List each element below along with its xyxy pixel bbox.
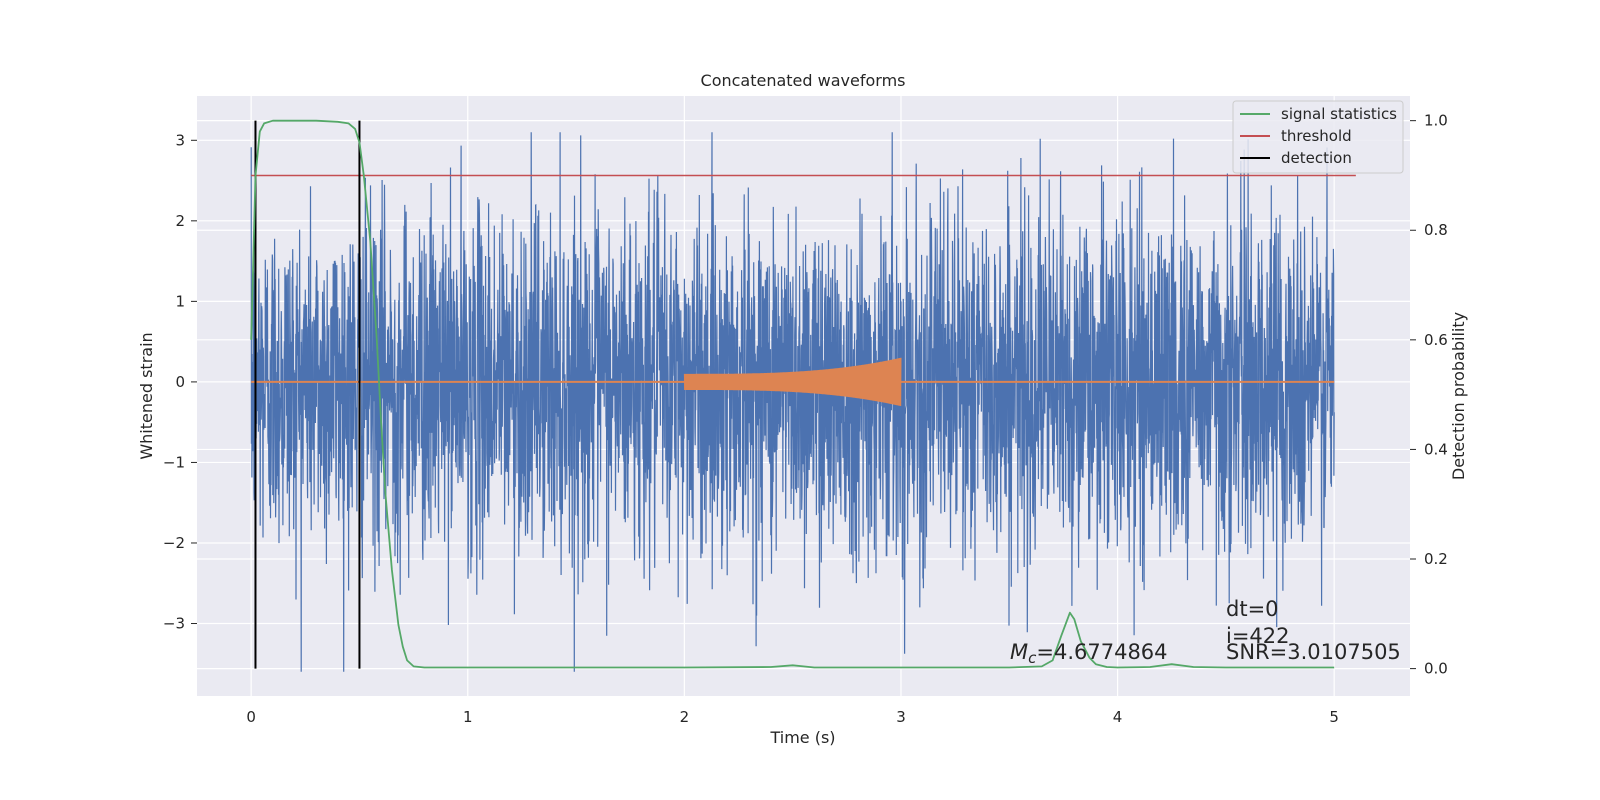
annotation-chirp-mass: Mc=4.6774864 [1010, 640, 1168, 667]
y-tick-label-0: −3 [163, 615, 185, 633]
signal-statistics-series [250, 119, 1356, 669]
y-axis-label: Whitened strain [137, 332, 156, 459]
y2-tick-label-4: 0.8 [1424, 221, 1448, 239]
y-axis-left: −3 −2 −1 0 1 2 3 [163, 131, 197, 633]
y-tick-label-4: 1 [175, 292, 185, 310]
legend-label-detection: detection [1281, 149, 1352, 167]
legend-label-threshold: threshold [1281, 127, 1352, 145]
x-axis: 0 1 2 3 4 5 [246, 708, 1339, 726]
y-axis-right: 0.0 0.2 0.4 0.6 0.8 1.0 [1410, 112, 1448, 678]
x-tick-label-1: 1 [463, 708, 473, 726]
x-axis-label: Time (s) [769, 728, 835, 747]
y-tick-label-6: 3 [175, 131, 185, 149]
x-tick-label-3: 3 [896, 708, 906, 726]
x-tick-label-0: 0 [246, 708, 256, 726]
signal-statistics-line [250, 119, 1335, 669]
x-tick-label-4: 4 [1113, 708, 1123, 726]
annotation-dt: dt=0 [1226, 597, 1279, 621]
y-tick-label-3: 0 [175, 373, 185, 391]
x-tick-label-5: 5 [1329, 708, 1339, 726]
template-series [251, 357, 1335, 407]
y2-tick-label-1: 0.2 [1424, 550, 1448, 568]
legend-label-signal-statistics: signal statistics [1281, 105, 1397, 123]
y2-tick-label-2: 0.4 [1424, 440, 1448, 458]
y2-axis-label: Detection probability [1449, 312, 1468, 480]
x-tick-label-2: 2 [680, 708, 690, 726]
y2-tick-label-3: 0.6 [1424, 331, 1448, 349]
legend: signal statistics threshold detection [1232, 100, 1404, 174]
annotations: Mc=4.6774864 dt=0 i=422 SNR=3.0107505 [1010, 597, 1401, 667]
y2-tick-label-5: 1.0 [1424, 112, 1448, 130]
annotation-snr: SNR=3.0107505 [1226, 640, 1401, 664]
annotation-index: i=422 [1226, 624, 1290, 648]
y-tick-label-2: −1 [163, 453, 185, 471]
y-tick-label-5: 2 [175, 212, 185, 230]
legend-box [1232, 100, 1404, 174]
chart-title: Concatenated waveforms [701, 71, 906, 90]
template-chirp [683, 357, 902, 407]
y2-tick-label-0: 0.0 [1424, 660, 1448, 678]
y-tick-label-1: −2 [163, 534, 185, 552]
